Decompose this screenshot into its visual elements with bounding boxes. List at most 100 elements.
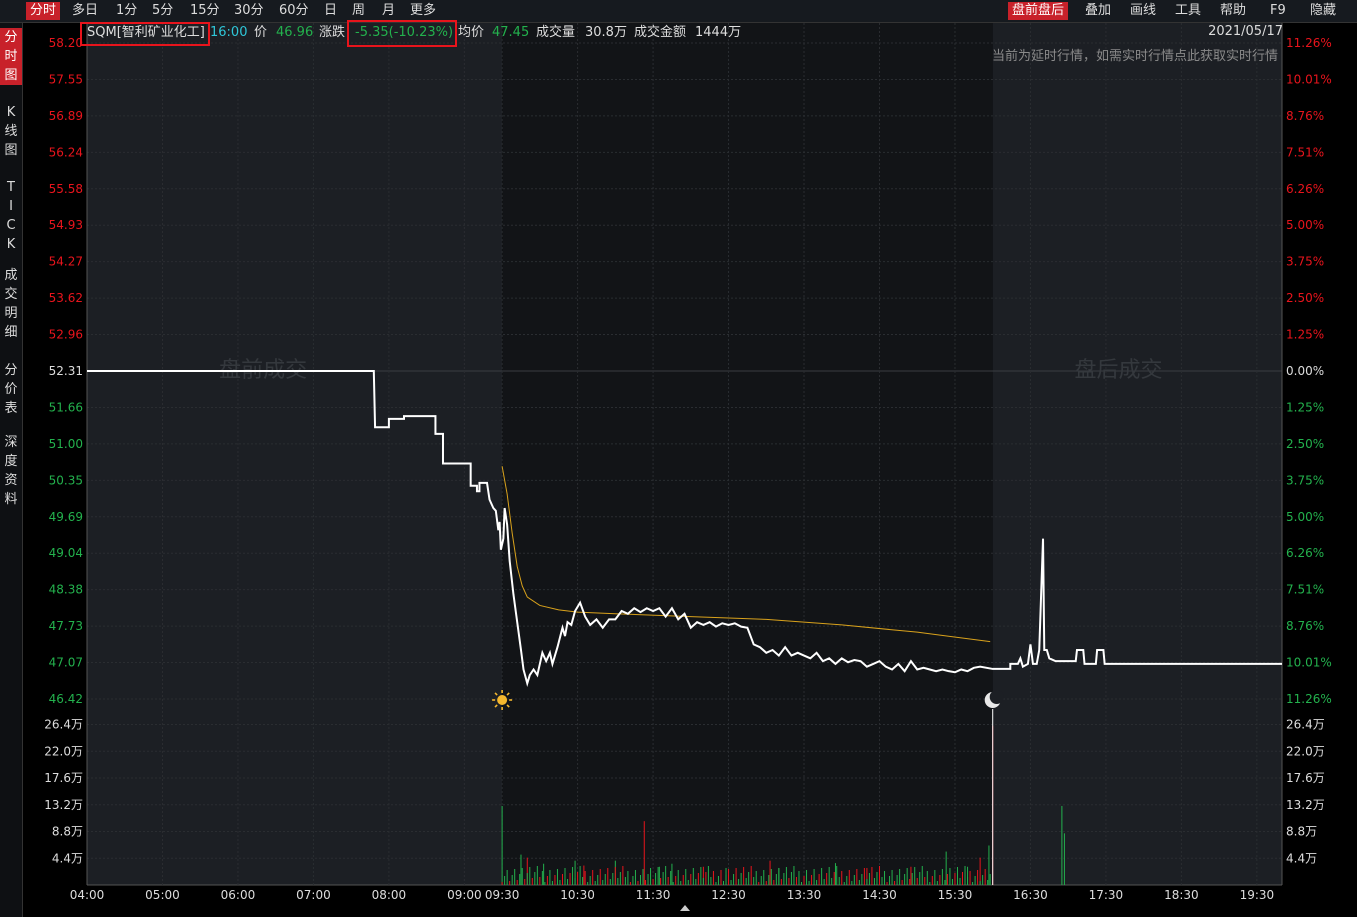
price-tick-label: 51.00 — [49, 437, 83, 451]
price-tick-label: 47.73 — [49, 619, 83, 633]
moon-icon-shadow — [989, 690, 1004, 704]
sidebar-tab-5[interactable]: 深度资料 — [4, 435, 18, 507]
amount-label: 成交金额 — [634, 25, 687, 40]
volume-tick-label: 22.0万 — [44, 744, 83, 758]
time-tick-label: 05:00 — [145, 888, 180, 902]
volume-value: 30.8万 — [585, 25, 627, 40]
pct-tick-label: 11.26% — [1286, 692, 1332, 706]
avg-label: 均价 — [458, 25, 485, 40]
volume-tick-label: 8.8万 — [52, 825, 83, 839]
pct-tick-label: 2.50% — [1286, 437, 1324, 451]
time-tick-label: 07:00 — [296, 888, 331, 902]
scroll-up-icon[interactable] — [680, 905, 690, 911]
sidebar-tab-4[interactable]: 分价表 — [4, 363, 18, 416]
time-tick-label: 17:30 — [1089, 888, 1124, 902]
quote-date: 2021/05/17 — [1208, 24, 1283, 39]
avg-value: 47.45 — [492, 25, 530, 40]
pct-tick-label: 6.26% — [1286, 546, 1324, 560]
price-tick-label: 49.69 — [49, 510, 83, 524]
afterhours-watermark: 盘后成交 — [1074, 358, 1162, 383]
pct-tick-label: 8.76% — [1286, 619, 1324, 633]
pct-tick-label: 1.25% — [1286, 328, 1324, 342]
pct-tick-label: 5.00% — [1286, 218, 1324, 232]
volume-tick-label: 13.2万 — [44, 798, 83, 812]
pct-tick-label: 3.75% — [1286, 473, 1324, 487]
toolbar-tab-0[interactable]: 分时 — [26, 2, 61, 20]
price-tick-label: 56.24 — [49, 145, 83, 159]
toolbar-right-tab-5[interactable]: F9 — [1270, 3, 1286, 18]
delayed-quote-notice[interactable]: 当前为延时行情，如需实时行情点此获取实时行情 — [991, 49, 1278, 64]
symbol-label: SQM[智利矿业化工] — [87, 25, 205, 40]
time-tick-label: 06:00 — [221, 888, 256, 902]
volume-tick-label-right: 26.4万 — [1286, 718, 1325, 732]
price-tick-label: 56.89 — [49, 109, 83, 123]
sidebar-tab-3[interactable]: 成交明细 — [4, 268, 18, 340]
sun-icon-ray — [494, 692, 498, 696]
intraday-chart[interactable]: 58.20 11.26% 57.55 10.01% 56.89 8.76% 56.24 7.5… — [23, 23, 1357, 917]
pct-tick-label: 1.25% — [1286, 400, 1324, 414]
toolbar-tab-5[interactable]: 30分 — [234, 3, 264, 18]
toolbar-right-tab-0[interactable]: 盘前盘后 — [1008, 2, 1069, 20]
price-tick-label: 49.04 — [49, 546, 83, 560]
average-price-line — [501, 466, 991, 643]
toolbar-tab-8[interactable]: 周 — [352, 3, 366, 18]
volume-tick-label: 4.4万 — [52, 851, 83, 865]
premarket-bg — [87, 23, 503, 885]
time-tick-label: 12:30 — [711, 888, 746, 902]
toolbar-right-tab-6[interactable]: 隐藏 — [1310, 3, 1337, 18]
time-tick-label: 10:30 — [560, 888, 595, 902]
toolbar-tab-2[interactable]: 1分 — [116, 3, 138, 18]
price-tick-label: 52.96 — [49, 328, 83, 342]
toolbar-right-tab-2[interactable]: 画线 — [1130, 3, 1157, 18]
volume-tick-label-right: 22.0万 — [1286, 744, 1325, 758]
time-tick-label: 11:30 — [636, 888, 671, 902]
volume-tick-label: 26.4万 — [44, 718, 83, 732]
toolbar-tab-3[interactable]: 5分 — [152, 3, 174, 18]
sun-icon-ray — [494, 704, 498, 708]
change-label: 涨跌 — [319, 25, 346, 40]
chart-area[interactable]: 58.20 11.26% 57.55 10.01% 56.89 8.76% 56.24 7.5… — [23, 23, 1357, 917]
price-label: 价 — [254, 25, 268, 40]
toolbar-right-tab-1[interactable]: 叠加 — [1085, 3, 1112, 18]
price-tick-label: 57.55 — [49, 72, 83, 86]
volume-tick-label-right: 8.8万 — [1286, 825, 1317, 839]
toolbar-tab-1[interactable]: 多日 — [72, 3, 99, 18]
toolbar-tab-9[interactable]: 月 — [382, 3, 396, 18]
price-tick-label: 53.62 — [49, 291, 83, 305]
volume-tick-label: 17.6万 — [44, 771, 83, 785]
pct-tick-label: 7.51% — [1286, 583, 1324, 597]
pct-tick-label: 2.50% — [1286, 291, 1324, 305]
pct-tick-label: 6.26% — [1286, 182, 1324, 196]
volume-tick-label-right: 17.6万 — [1286, 771, 1325, 785]
toolbar-right-tab-3[interactable]: 工具 — [1175, 3, 1202, 18]
time-tick-label: 08:00 — [372, 888, 407, 902]
price-tick-label: 52.31 — [49, 364, 83, 378]
toolbar-tab-6[interactable]: 60分 — [279, 3, 309, 18]
time-tick-label: 19:30 — [1240, 888, 1275, 902]
toolbar-tab-4[interactable]: 15分 — [190, 3, 220, 18]
symbol-highlight-box — [80, 22, 210, 46]
toolbar-tab-7[interactable]: 日 — [324, 3, 338, 18]
pct-tick-label: 0.00% — [1286, 364, 1324, 378]
price-tick-label: 54.27 — [49, 255, 83, 269]
pct-tick-label: 10.01% — [1286, 656, 1332, 670]
time-tick-label: 14:30 — [862, 888, 897, 902]
toolbar-tab-10[interactable]: 更多 — [410, 3, 437, 18]
sidebar-tab-0[interactable]: 分时图 — [0, 28, 22, 85]
pct-tick-label: 10.01% — [1286, 72, 1332, 86]
time-tick-label: 15:30 — [938, 888, 973, 902]
time-tick-label: 18:30 — [1164, 888, 1199, 902]
time-tick-label: 13:30 — [787, 888, 822, 902]
volume-tick-label-right: 13.2万 — [1286, 798, 1325, 812]
time-tick-label: 09:00 — [447, 888, 482, 902]
pct-tick-label: 7.51% — [1286, 145, 1324, 159]
price-tick-label: 47.07 — [49, 656, 83, 670]
toolbar-right-tab-4[interactable]: 帮助 — [1220, 3, 1247, 18]
price-tick-label: 46.42 — [49, 692, 83, 706]
price-line — [87, 370, 1283, 688]
pct-tick-label: 3.75% — [1286, 255, 1324, 269]
change-highlight-box — [347, 20, 457, 47]
